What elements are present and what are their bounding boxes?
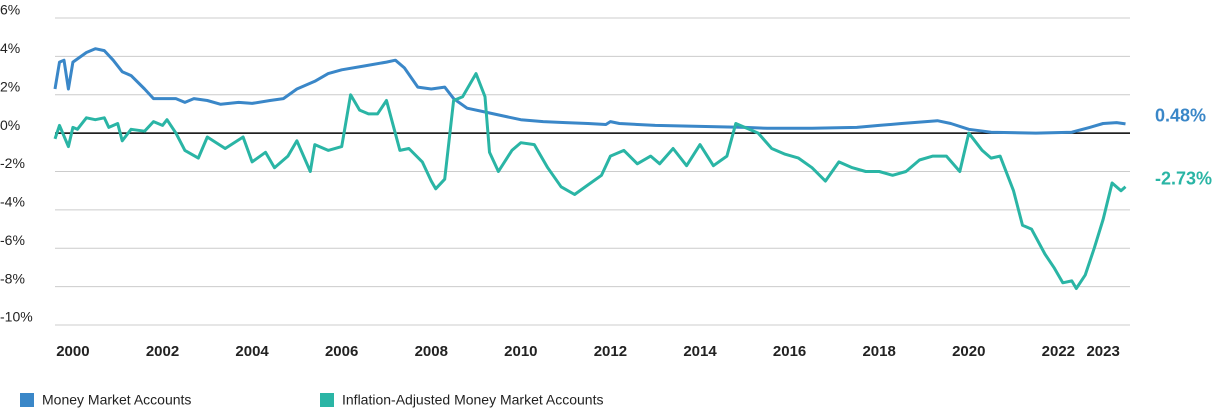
x-tick-label: 2014 — [683, 343, 717, 360]
line — [53, 47, 1126, 135]
legend-label: Inflation-Adjusted Money Market Accounts — [342, 392, 603, 408]
end-label: -2.73% — [1155, 169, 1212, 189]
y-tick-label: 0% — [0, 117, 20, 133]
x-tick-label: 2023 — [1086, 343, 1119, 360]
x-tick-label: 2012 — [594, 343, 627, 360]
y-tick-label: 2% — [0, 78, 20, 94]
y-tick-label: -4% — [0, 194, 25, 210]
x-tick-label: 2008 — [415, 343, 448, 360]
legend-swatch — [320, 393, 334, 407]
x-tick-label: 2018 — [862, 343, 895, 360]
y-tick-label: -2% — [0, 155, 25, 171]
legend-swatch — [20, 393, 34, 407]
y-tick-label: 6% — [0, 2, 20, 18]
end-label: 0.48% — [1155, 106, 1206, 126]
y-tick-label: 4% — [0, 40, 20, 56]
x-tick-label: 2022 — [1042, 343, 1075, 360]
y-tick-label: -8% — [0, 270, 25, 286]
x-tick-label: 2010 — [504, 343, 537, 360]
legend-label: Money Market Accounts — [42, 392, 191, 408]
x-tick-label: 2016 — [773, 343, 806, 360]
x-tick-label: 2020 — [952, 343, 985, 360]
x-tick-label: 2006 — [325, 343, 358, 360]
y-tick-label: -10% — [0, 309, 33, 325]
x-tick-label: 2004 — [235, 343, 269, 360]
x-tick-label: 2000 — [56, 343, 89, 360]
line — [53, 72, 1127, 290]
y-tick-label: -6% — [0, 232, 25, 248]
x-tick-label: 2002 — [146, 343, 179, 360]
